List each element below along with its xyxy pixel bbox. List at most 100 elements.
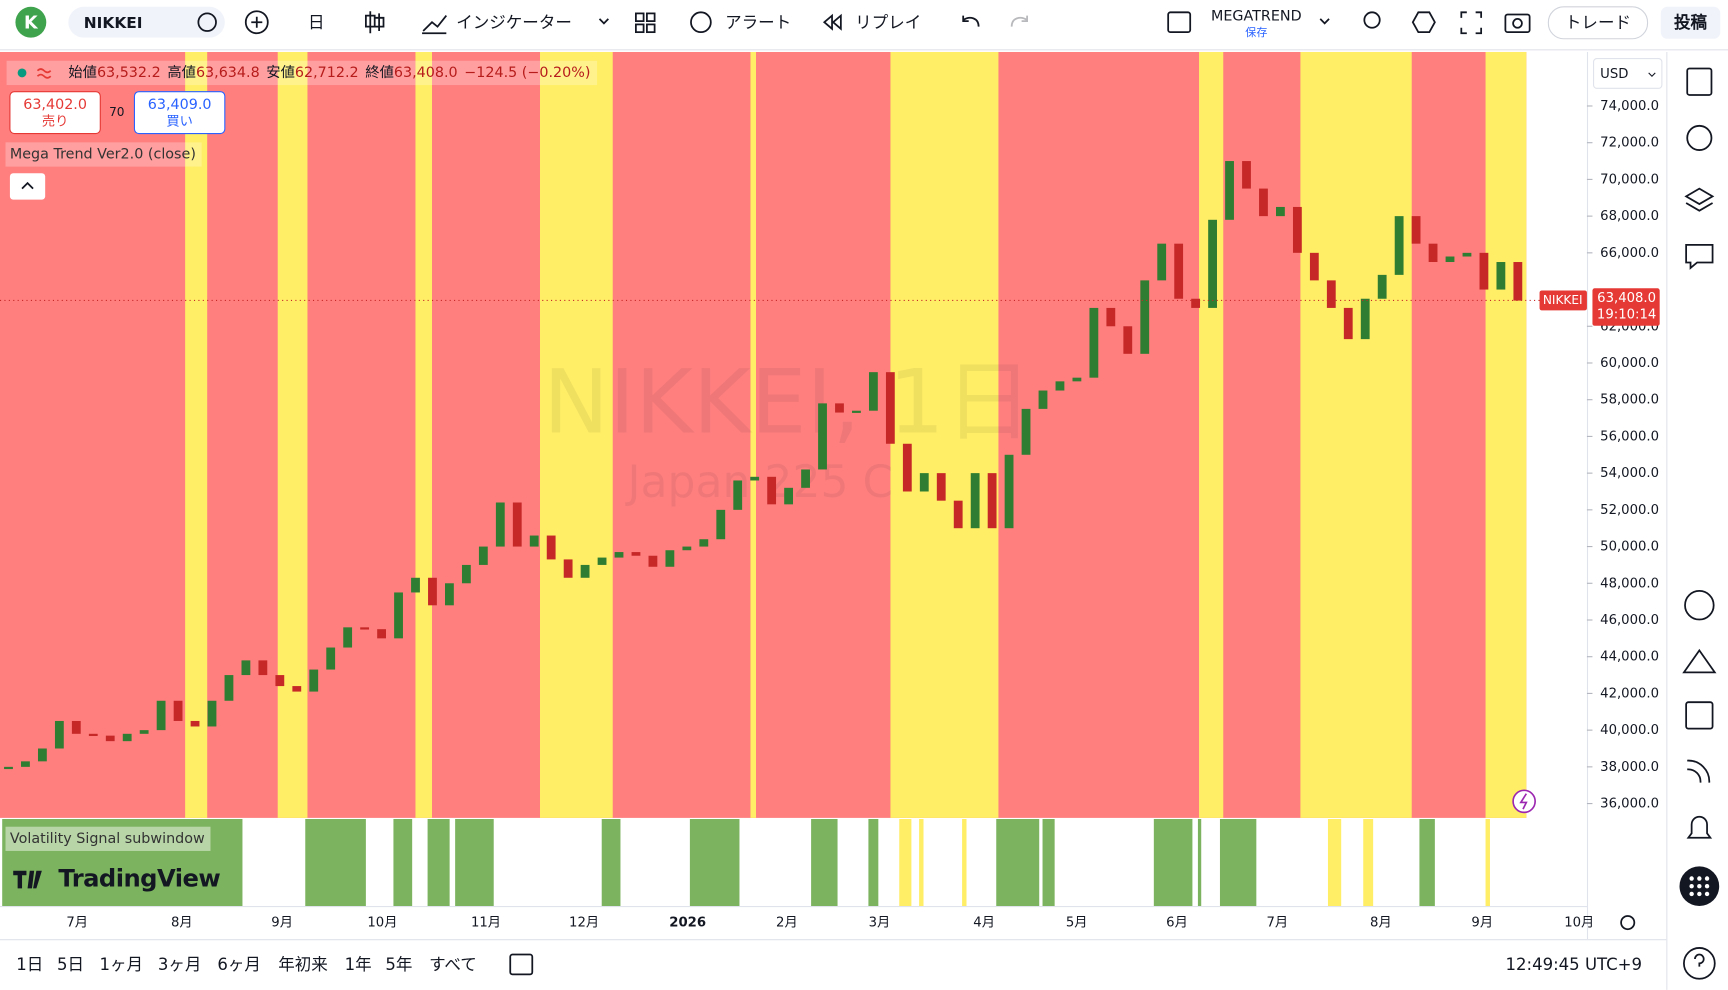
legend-label: 高値 [167,64,196,81]
interval[interactable]: 日 [308,13,325,32]
redo-icon[interactable] [1010,15,1028,27]
candle [835,403,844,413]
range-button[interactable]: 5年 [385,955,412,974]
symbol[interactable]: NIKKEI [84,14,143,32]
red-zone [0,51,1527,818]
time-tick-label: 12月 [569,916,599,931]
replay[interactable]: リプレイ [855,13,921,32]
subwindow-label-bg [5,826,211,851]
range-button[interactable]: 1ヶ月 [99,955,143,974]
settings-icon[interactable] [1411,11,1436,34]
icon[interactable] [634,12,645,23]
range-button[interactable]: 1年 [345,955,372,974]
spread: 70 [109,105,124,119]
range-button[interactable]: すべて [429,955,477,974]
calendar-icon[interactable] [1685,701,1714,730]
layout-icon[interactable] [1167,11,1192,34]
lightning-icon[interactable] [1512,789,1536,814]
candle [1242,161,1251,189]
currency[interactable]: USD [1600,67,1628,82]
candle [665,550,675,567]
search-icon[interactable] [1363,11,1381,29]
layout-name[interactable]: MEGATREND [1211,9,1302,25]
sell-price[interactable]: 63,402.0 [23,97,87,113]
publish-button[interactable] [1660,6,1721,39]
axis-settings-icon[interactable] [1620,915,1636,931]
sell-label[interactable]: 売り [42,113,68,129]
indicator-icon[interactable] [422,15,448,35]
indicators[interactable]: インジケーター [456,13,572,32]
green-signal [1419,819,1435,907]
undo-icon[interactable] [962,15,980,27]
candle [1038,390,1048,409]
notification-icon[interactable] [1686,815,1713,839]
alerts[interactable]: アラート [725,13,791,32]
icon [1689,884,1694,889]
range-button[interactable]: 3ヶ月 [158,955,202,974]
candle [767,476,777,505]
candle [122,733,132,742]
target-icon[interactable] [1684,589,1715,621]
buy-price[interactable]: 63,409.0 [148,97,212,113]
icon [1689,891,1694,897]
alert-icon[interactable] [690,11,712,34]
collapse-button[interactable] [9,173,46,200]
green-signal [1153,819,1193,907]
icon [646,23,656,34]
price-tick-label: 50,000.0 [1600,540,1659,555]
price-tick-label: 56,000.0 [1600,429,1659,444]
price-tick-label: 58,000.0 [1600,393,1659,408]
screenshot-icon[interactable] [1504,13,1531,34]
range-button[interactable]: 5日 [57,955,84,974]
add-icon[interactable] [244,10,269,35]
candle [1208,219,1217,308]
currency-box[interactable] [1592,58,1663,89]
trade[interactable]: トレード [1565,13,1631,32]
avatar[interactable] [15,6,47,38]
alerts-icon[interactable] [1686,124,1713,151]
help-icon[interactable] [1683,947,1716,980]
icon [1697,891,1702,897]
watermark-description: Japan 225 C [624,457,893,508]
candle [1479,252,1489,290]
range-button[interactable]: 6ヶ月 [217,955,261,974]
candle [818,403,827,470]
indicator-bg [5,142,202,167]
candle [173,700,183,721]
chart-type-icon[interactable] [364,11,385,34]
chat-icon[interactable] [1685,243,1714,270]
legend-bg [6,60,598,86]
avatar-letter[interactable]: K [24,13,39,33]
icon [21,181,34,190]
candle [1428,243,1438,263]
candle [71,720,81,734]
time-tick-label: 9月 [271,916,293,931]
price-tick-label: 54,000.0 [1600,466,1659,481]
date-range-icon[interactable] [509,953,534,976]
buy-button[interactable] [133,91,226,135]
publish[interactable]: 投稿 [1674,12,1708,32]
symbol-search[interactable] [68,6,225,38]
fullscreen-icon[interactable] [1460,11,1483,35]
green-signal [1042,819,1055,907]
candle [580,564,590,578]
ideas-icon[interactable] [1682,648,1717,674]
stream-icon[interactable] [1687,759,1711,783]
clock: 12:49:45 UTC+9 [1506,955,1643,974]
yellow-zone [415,51,432,818]
replay-icon[interactable] [822,13,842,31]
candle [478,546,488,565]
candle [682,546,692,551]
candle [258,660,268,676]
watchlist-icon[interactable] [1686,67,1713,96]
symbol-tag [1539,290,1587,311]
layers-icon[interactable] [1684,187,1715,212]
buy-label[interactable]: 買い [166,114,192,129]
range-button[interactable]: 1日 [16,955,43,974]
range-button[interactable]: 年初来 [278,955,328,974]
sell-button[interactable] [9,91,101,135]
trade-button[interactable] [1547,6,1649,40]
candle [852,410,861,413]
legend-value: 62,712.2 [295,65,359,81]
